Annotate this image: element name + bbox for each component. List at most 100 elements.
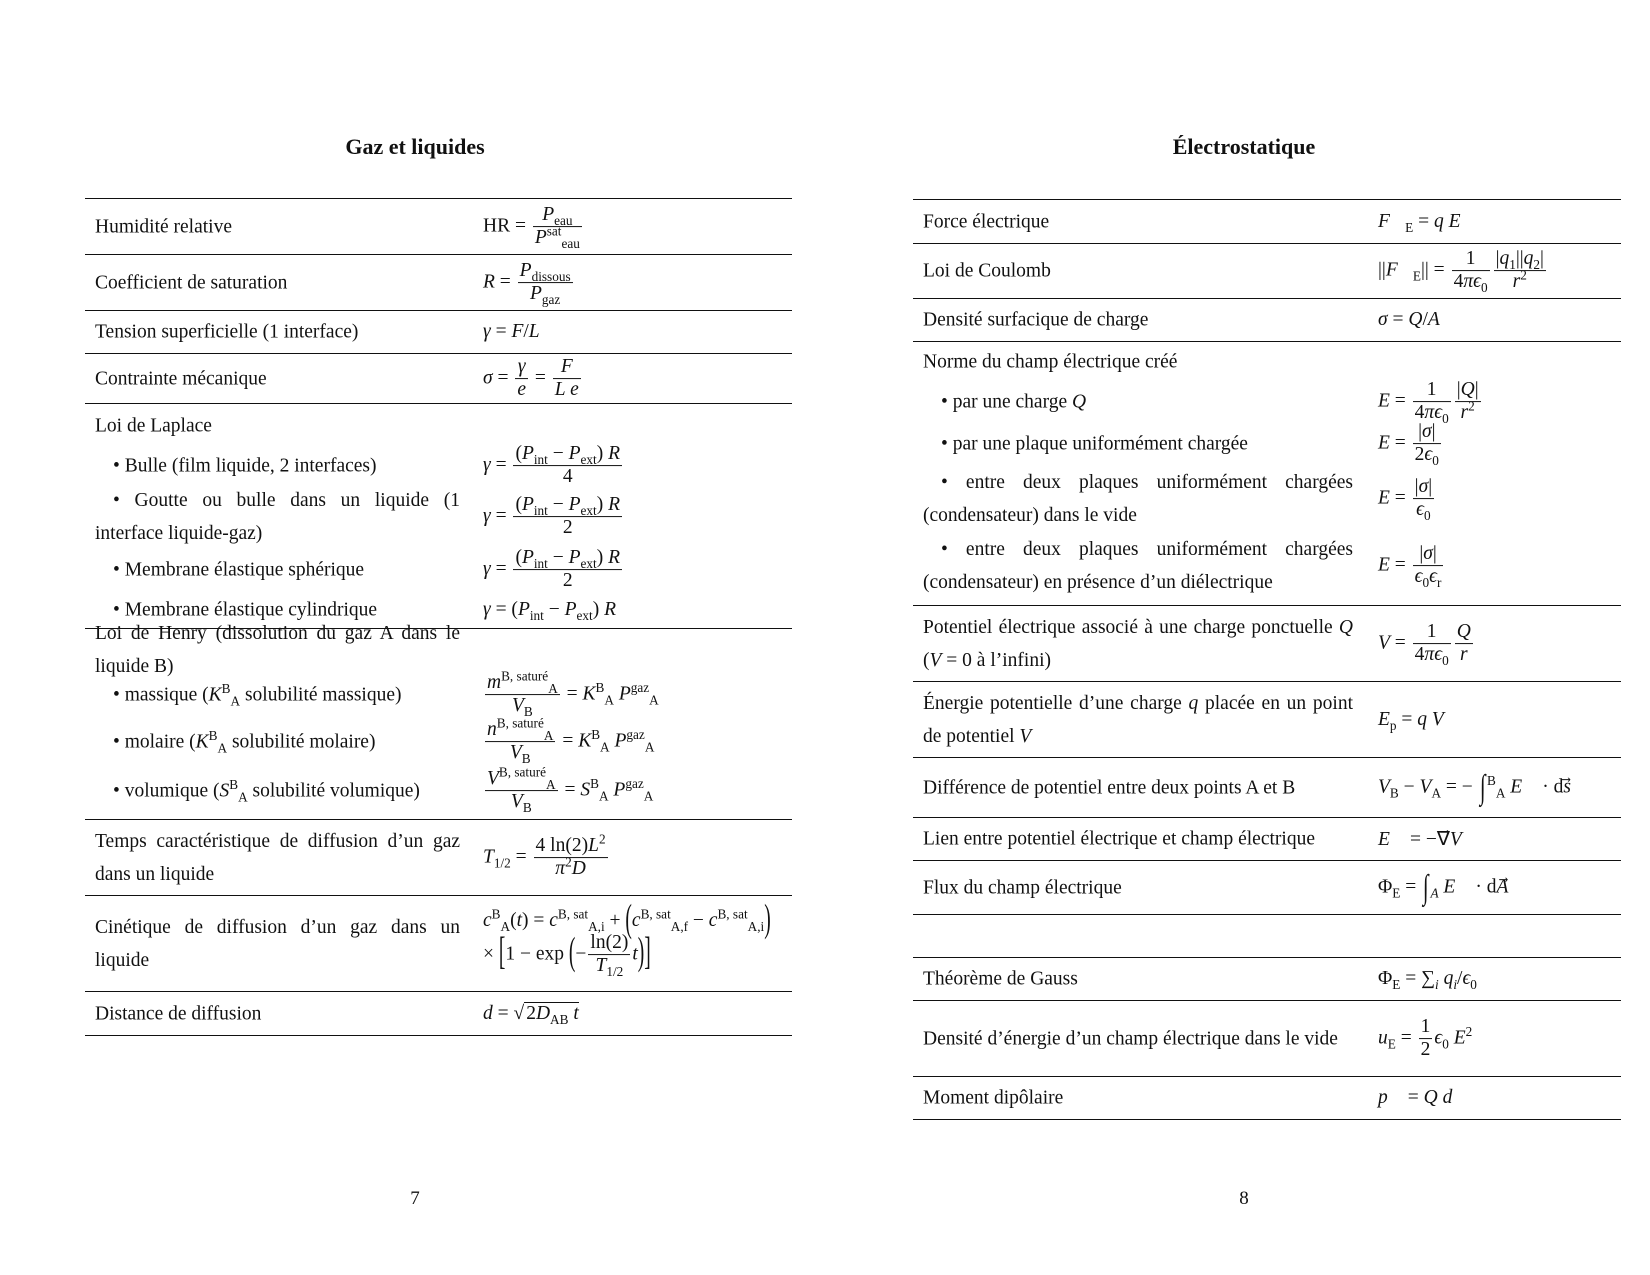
- item-formula: nB, saturéA VB = KBA PgazA: [485, 715, 655, 767]
- right-page-title: Électrostatique: [1172, 134, 1316, 159]
- row-formula: p⃗ = Q d⃗: [1378, 1087, 1468, 1108]
- row-label: Densité surfacique de charge: [923, 309, 1149, 331]
- formula-row: Cinétique de diffusion d’un gaz dans un …: [85, 895, 792, 991]
- item-formula: VB, saturéA VB = SBA PgazA: [485, 764, 654, 816]
- formula-row: Flux du champ électrique ΦE = ∫A E⃗ · dA⃗: [913, 860, 1621, 914]
- row-label: Loi de Coulomb: [923, 260, 1051, 282]
- left-page-title: Gaz et liquides: [345, 134, 485, 159]
- list-item: • par une plaque uniformément chargée E =…: [913, 421, 1621, 469]
- row-formula: σ = Q/A: [1378, 309, 1440, 330]
- list-item: • Goutte ou bulle dans un liquide (1 int…: [85, 484, 792, 550]
- row-formula: VB − VA = − ∫BA E⃗ · ds⃗: [1378, 768, 1571, 806]
- item-label: • Goutte ou bulle dans un liquide (1 int…: [95, 490, 460, 544]
- group-label: Loi de Laplace: [95, 415, 212, 437]
- row-formula: R = Pdissous Pgaz: [483, 259, 573, 307]
- formula-row: Coefficient de saturation R = Pdissous Pga…: [85, 254, 792, 310]
- row-label: Densité d’énergie d’un champ électrique …: [923, 1028, 1338, 1049]
- item-label: • massique (KBA solubilité massique): [113, 680, 402, 708]
- list-item: • molaire (KBA solubilité molaire) nB, sa…: [85, 715, 792, 767]
- list-item: • entre deux plaques uniformément chargé…: [913, 532, 1621, 600]
- formula-group: Loi de Laplace • Bulle (film liquide, 2 i…: [85, 403, 792, 628]
- row-formula: ΦE = ∫A E⃗ · dA⃗: [1378, 868, 1509, 906]
- list-item: • Membrane élastique cylindrique γ = (Pin…: [85, 590, 792, 629]
- row-label: Contrainte mécanique: [95, 368, 267, 389]
- row-formula: ΦE = ∑i qi/ϵ0: [1378, 968, 1477, 992]
- row-label: Flux du champ électrique: [923, 877, 1122, 898]
- item-label: • Bulle (film liquide, 2 interfaces): [113, 455, 377, 477]
- formula-row: Force électrique F⃗E = q E⃗: [913, 200, 1621, 243]
- item-formula: E = |σ| ϵ0: [1378, 476, 1435, 524]
- row-label: Différence de potentiel entre deux point…: [923, 777, 1296, 798]
- row-label: Humidité relative: [95, 216, 232, 237]
- group-header: Loi de Henry (dissolution du gaz A dans …: [85, 623, 792, 677]
- list-item: • Membrane élastique sphérique γ = (Pint …: [85, 547, 792, 592]
- group-header: Norme du champ électrique créé: [913, 342, 1621, 382]
- formula-row: Potentiel électrique associé à une charg…: [913, 605, 1621, 681]
- formula-group: Loi de Henry (dissolution du gaz A dans …: [85, 623, 792, 819]
- formula-row: Humidité relative HR = Peau Psateau: [85, 199, 792, 254]
- item-label: • volumique (SBA solubilité volumique): [113, 777, 420, 805]
- list-item: • volumique (SBA solubilité volumique) VB…: [85, 764, 792, 816]
- row-label: Théorème de Gauss: [923, 968, 1078, 990]
- formula-row: Loi de Coulomb ||F⃗E|| = 1 4πϵ0 |q1||q2| r2: [913, 243, 1621, 298]
- row-formula: γ = F/L: [483, 321, 540, 342]
- row-label: Moment dipôlaire: [923, 1087, 1064, 1109]
- item-label: • par une charge Q: [941, 391, 1087, 413]
- item-formula: E = 1 4πϵ0 |Q| r2: [1378, 379, 1481, 427]
- list-item: • par une charge Q E = 1 4πϵ0 |Q| r2: [913, 379, 1621, 427]
- row-label: Coefficient de saturation: [95, 272, 288, 293]
- row-formula: ||F⃗E|| = 1 4πϵ0 |q1||q2| r2: [1378, 248, 1546, 296]
- item-label: • molaire (KBA solubilité molaire): [113, 728, 376, 756]
- list-item: • entre deux plaques uniformément chargé…: [913, 466, 1621, 532]
- formula-row: Énergie potentielle d’une charge q placé…: [913, 681, 1621, 757]
- formula-row: [913, 914, 1621, 957]
- right-page-number: 8: [1239, 1188, 1249, 1209]
- group-header: Loi de Laplace: [85, 404, 792, 448]
- item-label: • Membrane élastique sphérique: [113, 559, 365, 581]
- item-formula: E = |σ| 2ϵ0: [1378, 421, 1441, 469]
- item-formula: mB, saturéA VB = KBA PgazA: [485, 668, 659, 719]
- formula-row: Temps caractéristique de diffusion d’un …: [85, 819, 792, 895]
- row-formula: Ep = q V: [1378, 708, 1444, 733]
- item-label: • Membrane élastique cylindrique: [113, 599, 378, 620]
- formula-row: Distance de diffusion d = √ 2DAB t: [85, 991, 792, 1035]
- row-label: Temps caractéristique de diffusion d’un …: [95, 830, 460, 885]
- group-label: Norme du champ électrique créé: [923, 351, 1178, 373]
- gas-liquids-formula-table: Humidité relative HR = Peau Psateau Coeffic…: [85, 198, 792, 1036]
- item-formula: γ = (Pint − Pext) R: [483, 598, 617, 623]
- row-formula: uE = 1 2 ϵ0 E2: [1378, 1015, 1473, 1060]
- row-formula: E⃗ = −∇⃗V: [1378, 829, 1462, 850]
- formula-row: Tension superficielle (1 interface) γ = F…: [85, 310, 792, 353]
- row-formula: T1/2 = 4 ln(2)L2 π2D: [483, 831, 608, 879]
- electrostatics-formula-table: Force électrique F⃗E = q E⃗ Loi de Coulomb…: [913, 199, 1621, 1120]
- item-label: • par une plaque uniformément chargée: [941, 433, 1248, 455]
- formula-group: Norme du champ électrique créé • par une …: [913, 341, 1621, 605]
- left-page-number: 7: [410, 1188, 420, 1209]
- row-label: Lien entre potentiel électrique et champ…: [923, 828, 1315, 850]
- row-formula: HR = Peau Psateau: [483, 203, 582, 251]
- row-label: Force électrique: [923, 211, 1050, 232]
- row-label: Cinétique de diffusion d’un gaz dans un …: [95, 916, 460, 971]
- row-formula: d = √ 2DAB t: [483, 1001, 579, 1027]
- item-label: • entre deux plaques uniformément chargé…: [923, 539, 1353, 593]
- item-formula: E = |σ| ϵ0ϵr: [1378, 543, 1444, 591]
- row-formula: F⃗E = q E⃗: [1378, 210, 1476, 235]
- formula-row: Densité surfacique de charge σ = Q/A: [913, 298, 1621, 341]
- formula-row: Différence de potentiel entre deux point…: [913, 757, 1621, 817]
- formula-row: Densité d’énergie d’un champ électrique …: [913, 1000, 1621, 1076]
- list-item: • massique (KBA solubilité massique) mB, …: [85, 668, 792, 719]
- formula-row: Moment dipôlaire p⃗ = Q d⃗: [913, 1076, 1621, 1119]
- item-label: • entre deux plaques uniformément chargé…: [923, 472, 1353, 526]
- list-item: • Bulle (film liquide, 2 interfaces) γ = …: [85, 443, 792, 488]
- formula-row: Théorème de Gauss ΦE = ∑i qi/ϵ0: [913, 957, 1621, 1000]
- row-label: Distance de diffusion: [95, 1003, 262, 1024]
- row-formula: cBA(t) = cB, satA,i + (cB, satA,f − cB, …: [483, 898, 771, 979]
- row-label: Énergie potentielle d’une charge q placé…: [923, 692, 1353, 747]
- row-label: Tension superficielle (1 interface): [95, 321, 359, 343]
